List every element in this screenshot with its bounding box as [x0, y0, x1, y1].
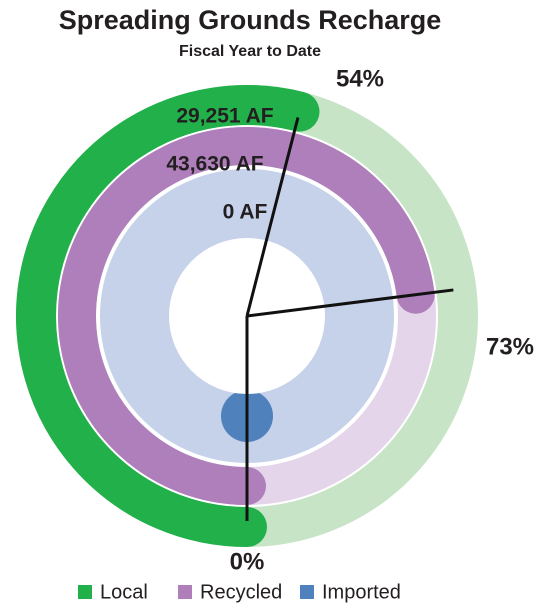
legend-label: Recycled [200, 581, 282, 603]
percent-label: 73% [486, 333, 534, 360]
ring-bar [58, 127, 435, 505]
ring-bar [16, 85, 320, 547]
legend-label: Local [100, 581, 148, 603]
legend-swatch [78, 585, 92, 599]
leader-line [246, 288, 454, 318]
legend-swatch [178, 585, 192, 599]
value-label: 43,630 AF [166, 153, 263, 176]
percent-label: 0% [230, 548, 265, 575]
chart-subtitle: Fiscal Year to Date [179, 43, 321, 60]
value-label: 0 AF [223, 201, 268, 224]
leader-line [245, 117, 300, 317]
percent-label: 54% [336, 65, 384, 92]
chart-title: Spreading Grounds Recharge [59, 5, 442, 35]
legend-label: Imported [322, 581, 401, 603]
value-label: 29,251 AF [176, 105, 273, 128]
legend-swatch [300, 585, 314, 599]
